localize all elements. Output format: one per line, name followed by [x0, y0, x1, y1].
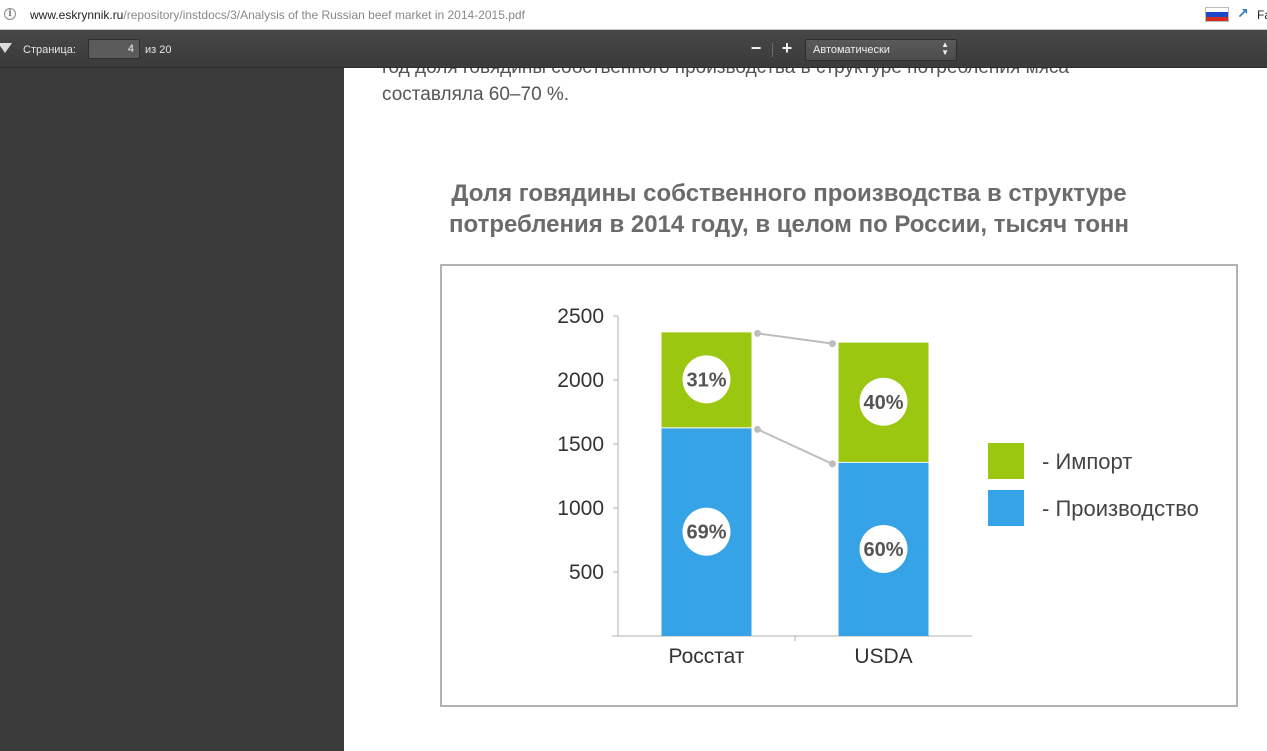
pdf-toolbar: Страница: из 20 − + Автоматически ▲▼: [0, 30, 1267, 68]
x-tick-label: Росстат: [669, 645, 745, 668]
url-path: /repository/instdocs/3/Analysis of the R…: [123, 8, 525, 22]
y-tick-label: 2000: [557, 369, 604, 392]
toggle-sidebar-icon[interactable]: [0, 43, 12, 53]
chart-title-line-1: Доля говядины собственного производства …: [451, 180, 1127, 207]
chart-title-line-2: потребления в 2014 году, в целом по Росс…: [449, 211, 1129, 238]
page-number-input[interactable]: [88, 39, 140, 59]
data-label-circle: [682, 507, 731, 556]
y-tick-label: 1000: [557, 497, 604, 520]
chart-frame: 500 1000 1500 2000 2500 69% 31% Росстат 60% 40% US…: [440, 264, 1238, 707]
data-label: 69%: [686, 522, 726, 544]
address-bar[interactable]: i www.eskrynnik.ru/repository/instdocs/3…: [0, 0, 1267, 30]
russian-flag-icon[interactable]: [1205, 7, 1229, 22]
body-text: год доля говядины собственного производс…: [382, 68, 1242, 108]
select-arrows-icon: ▲ ▼: [941, 40, 949, 57]
zoom-select-value: Автоматически: [813, 44, 890, 56]
chart: 500 1000 1500 2000 2500 69% 31% Росстат 60% 40% US…: [557, 305, 1199, 668]
data-label-circle: [859, 524, 908, 573]
legend-label: - Импорт: [1042, 449, 1132, 474]
page-label: Страница:: [23, 44, 76, 56]
data-label-circle: [682, 355, 731, 404]
zoom-out-button[interactable]: −: [750, 38, 762, 58]
info-icon[interactable]: i: [4, 8, 16, 20]
extension-label[interactable]: Fa: [1257, 8, 1267, 22]
zoom-in-button[interactable]: +: [781, 38, 793, 58]
connector-import: [757, 332, 833, 345]
url-text[interactable]: www.eskrynnik.ru/repository/instdocs/3/A…: [30, 8, 525, 22]
data-label: 40%: [863, 392, 903, 414]
extension-icon[interactable]: ↗: [1237, 5, 1249, 21]
y-tick-label: 2500: [557, 305, 604, 328]
body-text-line-1: год доля говядины собственного производс…: [382, 68, 1242, 81]
connector-import-dot: [754, 329, 761, 337]
pdf-page: год доля говядины собственного производс…: [344, 68, 1267, 751]
page-total: из 20: [145, 44, 172, 56]
data-label: 60%: [863, 539, 903, 561]
data-label-circle: [859, 377, 908, 426]
toolbar-divider: [772, 43, 773, 57]
data-label: 31%: [686, 369, 726, 391]
y-tick-label: 500: [569, 561, 604, 584]
connector-import-dot: [829, 340, 836, 348]
connector-production-dot: [829, 460, 836, 468]
legend-swatch: [988, 490, 1024, 526]
legend-label: - Производство: [1042, 496, 1199, 521]
connector-production-dot: [754, 425, 761, 433]
chart-title: Доля говядины собственного производства …: [384, 178, 1194, 240]
y-tick-label: 1500: [557, 433, 604, 456]
legend-swatch: [988, 443, 1024, 479]
pdf-sidebar: [0, 68, 344, 751]
url-domain: www.eskrynnik.ru: [30, 8, 124, 22]
body-text-line-2: составляла 60–70 %.: [382, 84, 570, 105]
zoom-select[interactable]: Автоматически ▲ ▼: [805, 39, 957, 61]
connector-production: [757, 428, 833, 465]
x-tick-label: USDA: [854, 645, 912, 668]
